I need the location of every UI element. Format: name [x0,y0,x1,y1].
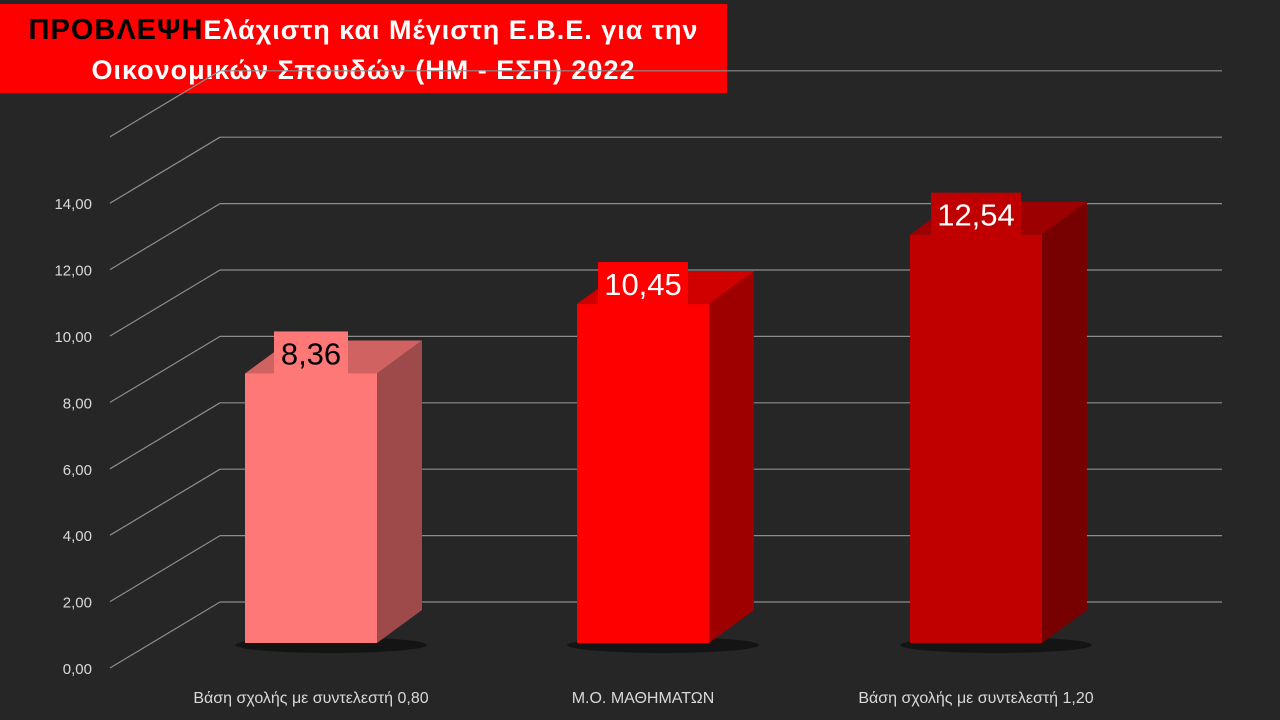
data-label: 10,45 [604,267,682,302]
y-tick-label: 0,00 [63,661,92,678]
gridline-diagonal [109,269,221,337]
title-prefix: ΠΡΟΒΛΕΨΗ [28,14,204,46]
gridline-diagonal [109,335,221,403]
y-tick-label: 12,00 [54,263,92,280]
gridline-diagonal [109,203,221,271]
gridline-diagonal [109,468,221,536]
title-line-2: Οικονομικών Σπουδών (ΗΜ - ΕΣΠ) 2022 [91,55,636,85]
title-line-1: ΠΡΟΒΛΕΨΗΕλάχιστη και Μέγιστη Ε.Β.Ε. για … [0,10,727,50]
data-label: 8,36 [281,336,341,371]
gridline-diagonal [109,70,221,138]
bar-side [709,271,754,643]
y-tick-label: 10,00 [54,329,92,346]
y-tick-label: 2,00 [63,595,92,612]
y-tick-label: 4,00 [63,528,92,545]
bar-side [1042,201,1087,643]
chart-title: ΠΡΟΒΛΕΨΗΕλάχιστη και Μέγιστη Ε.Β.Ε. για … [0,4,727,93]
bar [577,304,709,643]
category-label: Μ.Ο. ΜΑΘΗΜΑΤΩΝ [572,690,715,707]
category-label: Βάση σχολής με συντελεστή 1,20 [858,690,1093,707]
gridline-diagonal [109,402,221,470]
data-label-bg [274,331,348,376]
category-label: Βάση σχολής με συντελεστή 0,80 [193,690,428,707]
y-tick-label: 14,00 [54,196,92,213]
data-label: 12,54 [937,198,1015,233]
data-label-bg [931,192,1021,237]
gridline-diagonal [109,136,221,204]
bar [245,373,377,643]
y-tick-label: 6,00 [63,462,92,479]
gridline-diagonal [109,535,221,603]
bar-side [377,340,422,643]
data-label-bg [598,262,688,307]
y-tick-label: 8,00 [63,395,92,412]
gridline-diagonal [109,601,221,669]
title-line-1-text: Ελάχιστη και Μέγιστη Ε.Β.Ε. για την [203,15,699,45]
bar [910,234,1042,643]
